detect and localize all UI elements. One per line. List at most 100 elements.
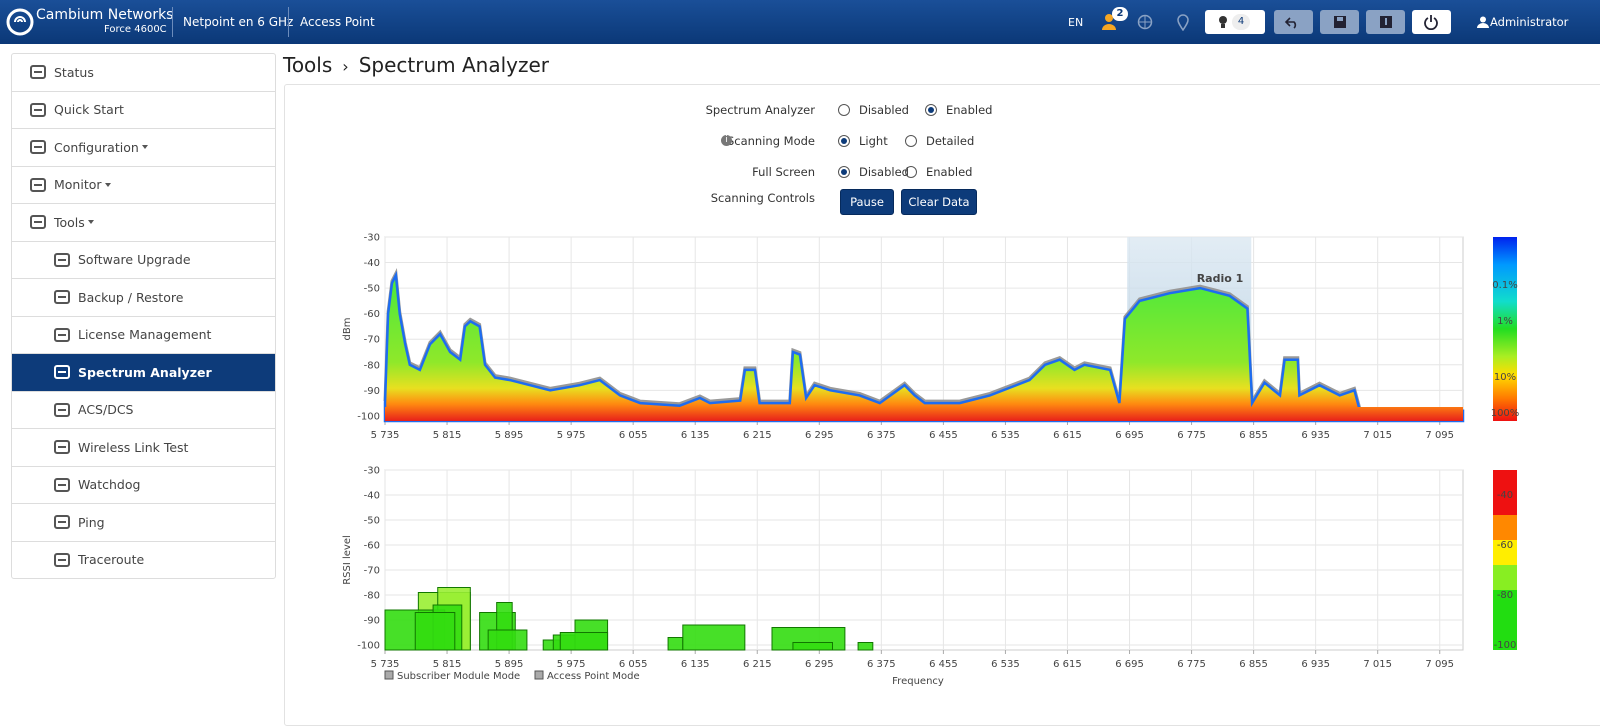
signal-box	[667, 637, 684, 651]
x-tick-label: 7 095	[1425, 430, 1454, 441]
menu-item[interactable]: ACS/DCS	[12, 390, 275, 429]
x-tick-label: 6 375	[867, 659, 896, 670]
x-tick-label: 6 695	[1115, 659, 1144, 670]
language[interactable]: EN	[1068, 16, 1084, 29]
menu-item[interactable]: Wireless Link Test	[12, 428, 275, 466]
menu-label: Configuration	[54, 139, 139, 155]
menu-icon	[54, 515, 70, 529]
x-tick-label: 6 775	[1177, 430, 1206, 441]
signal-box	[857, 642, 874, 651]
x-tick-label: 6 295	[805, 430, 834, 441]
radio-label: Enabled	[926, 165, 973, 179]
menu-icon	[54, 552, 70, 567]
menu-icon	[30, 65, 46, 79]
user-icon[interactable]	[1100, 12, 1120, 32]
field-label: Spectrum Analyzer	[705, 103, 815, 117]
y-tick-label: -40	[364, 258, 380, 269]
radio[interactable]	[905, 135, 917, 147]
x-tick-label: 6 055	[619, 659, 648, 670]
menu-icon	[54, 365, 70, 379]
colorbar-label: 0.1%	[1492, 280, 1517, 291]
x-tick-label: 6 935	[1301, 659, 1330, 670]
brand: Cambium Networks	[36, 7, 174, 23]
button-icons	[1284, 15, 1438, 30]
menu-item[interactable]: Tools	[12, 203, 275, 241]
colorbar-label: 10%	[1494, 372, 1516, 383]
field-label: Scanning Controls	[710, 191, 815, 205]
x-tick-label: 6 855	[1239, 659, 1268, 670]
menu-label: ACS/DCS	[78, 402, 134, 418]
menu-icon	[54, 477, 70, 492]
menu-item[interactable]: Watchdog	[12, 465, 275, 504]
x-tick-label: 6 775	[1177, 659, 1206, 670]
menu-item[interactable]: Configuration	[12, 128, 275, 166]
colorbar-segment	[1493, 470, 1517, 515]
menu-item[interactable]: Software Upgrade	[12, 240, 275, 279]
menu-label: Wireless Link Test	[78, 439, 189, 455]
menu-item[interactable]: Monitor	[12, 165, 275, 204]
colorbar-label: 1%	[1497, 316, 1513, 327]
breadcrumb-parent[interactable]: Tools	[283, 53, 333, 77]
y-tick-label: -70	[364, 566, 380, 577]
x-tick-label: 6 535	[991, 659, 1020, 670]
x-tick-label: 7 015	[1363, 430, 1392, 441]
caret	[87, 220, 94, 225]
radio-label: Disabled	[859, 165, 909, 179]
user[interactable]: Administrator	[1490, 15, 1569, 29]
x-tick-label: 7 015	[1363, 659, 1392, 670]
globe-icon[interactable]	[1137, 14, 1153, 30]
legend-label: Subscriber Module Mode	[397, 671, 520, 682]
menu-icon	[54, 290, 70, 304]
x-tick-label: 6 135	[681, 659, 710, 670]
y-tick-label: -60	[364, 309, 380, 320]
x-tick-label: 5 815	[433, 430, 462, 441]
menu-icon	[54, 327, 70, 342]
button[interactable]: Pause	[840, 189, 894, 215]
button[interactable]: Clear Data	[901, 189, 977, 215]
legend-swatch	[384, 670, 394, 680]
menu-icon	[30, 102, 46, 117]
y-tick-label: -40	[364, 491, 380, 502]
colorbar-label: -100	[1494, 640, 1517, 651]
x-tick-label: 6 455	[929, 430, 958, 441]
menu-label: Traceroute	[78, 552, 145, 568]
radio[interactable]	[838, 135, 850, 147]
menu-icon	[54, 440, 70, 454]
menu-icon	[54, 402, 70, 417]
x-tick-label: 6 935	[1301, 430, 1330, 441]
radio-label: Light	[859, 134, 888, 148]
location-icon[interactable]	[1176, 13, 1190, 31]
menu-item[interactable]: Ping	[12, 503, 275, 541]
highlight-label: Radio 1	[1197, 272, 1244, 285]
menu-label: Ping	[78, 514, 105, 530]
y-tick-label: -50	[364, 284, 380, 295]
y-tick-label: -60	[364, 541, 380, 552]
radio[interactable]	[925, 104, 937, 116]
x-tick-label: 5 815	[433, 659, 462, 670]
top-bar: Cambium Networks Force 4600C Netpoint en…	[0, 0, 1600, 44]
menu-item[interactable]: Backup / Restore	[12, 278, 275, 316]
radio[interactable]	[905, 166, 917, 178]
menu-icon	[30, 177, 46, 192]
y-axis-label: dBm	[342, 318, 353, 341]
colorbar-segment	[1493, 590, 1517, 650]
bulb-icon	[1219, 16, 1227, 28]
menu-item[interactable]: License Management	[12, 315, 275, 354]
info-icon[interactable]: i	[721, 135, 732, 146]
model: Force 4600C	[104, 24, 167, 35]
y-tick-label: -70	[364, 335, 380, 346]
colorbar-segment	[1493, 540, 1517, 565]
menu-item[interactable]: Status	[12, 54, 275, 91]
radio[interactable]	[838, 104, 850, 116]
plot-area	[384, 469, 1464, 651]
colorbar-label: -80	[1497, 590, 1513, 601]
radio[interactable]	[838, 166, 850, 178]
legend-label: Access Point Mode	[547, 671, 640, 682]
menu-item[interactable]: Quick Start	[12, 90, 275, 129]
menu-item[interactable]: Spectrum Analyzer	[12, 353, 275, 391]
y-tick-label: -100	[357, 411, 380, 422]
menu-label: Backup / Restore	[78, 289, 184, 305]
menu-item[interactable]: Traceroute	[12, 540, 275, 579]
radio-label: Enabled	[946, 103, 993, 117]
